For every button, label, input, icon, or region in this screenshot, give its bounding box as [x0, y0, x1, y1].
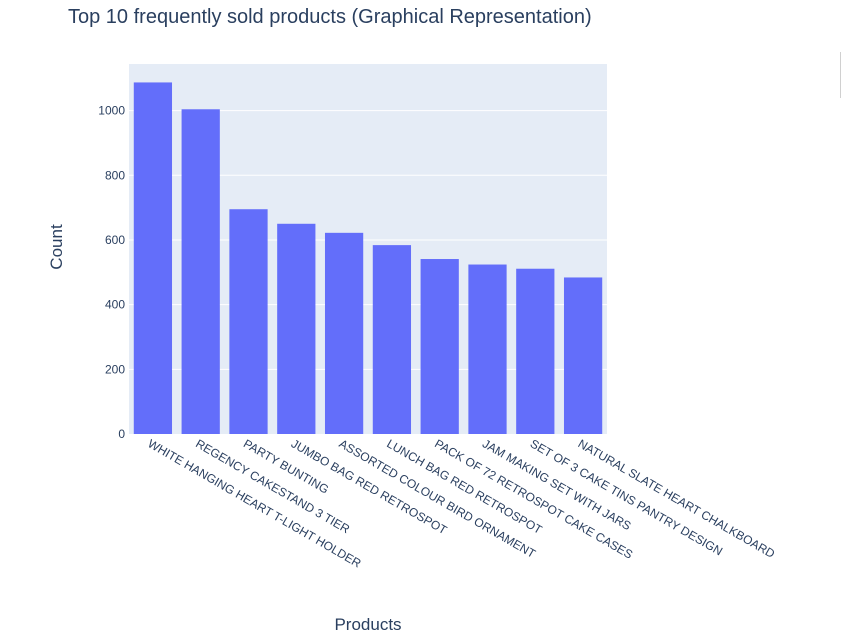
x-axis-title: Products — [334, 615, 401, 634]
bar[interactable] — [516, 268, 555, 434]
x-tick-label: SET OF 3 CAKE TINS PANTRY DESIGN — [528, 436, 725, 558]
bar[interactable] — [372, 245, 412, 434]
y-axis-title: Count — [47, 224, 66, 270]
chart-title: Top 10 frequently sold products (Graphic… — [68, 6, 592, 28]
bar[interactable] — [133, 82, 173, 435]
bar[interactable] — [468, 264, 507, 434]
y-tick-label: 800 — [105, 168, 125, 182]
y-tick-label: 1000 — [98, 104, 125, 118]
y-tick-label: 400 — [105, 298, 125, 312]
bar[interactable] — [563, 277, 603, 434]
bar[interactable] — [420, 259, 459, 434]
y-tick-labels: 0 200 400 600 800 1000 — [98, 104, 125, 441]
y-tick-label: 0 — [118, 427, 125, 441]
y-tick-label: 200 — [105, 362, 125, 376]
bar[interactable] — [229, 209, 268, 434]
bar[interactable] — [324, 232, 364, 434]
bars — [133, 82, 603, 435]
bar[interactable] — [181, 109, 220, 434]
x-tick-labels: WHITE HANGING HEART T-LIGHT HOLDERREGENC… — [145, 436, 777, 570]
bar[interactable] — [277, 223, 316, 434]
modebar-edge — [840, 52, 841, 98]
y-tick-label: 600 — [105, 233, 125, 247]
